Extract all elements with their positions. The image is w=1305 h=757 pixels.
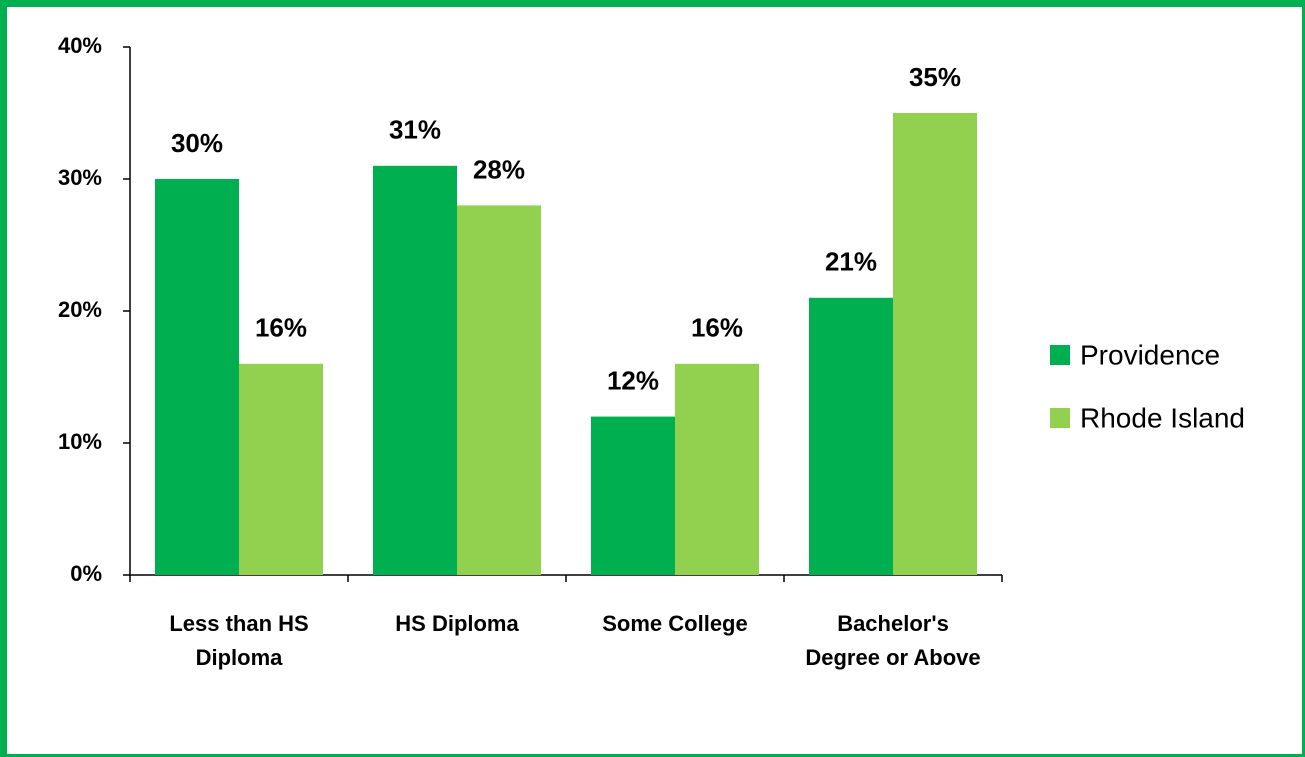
data-label: 31% [389, 115, 441, 145]
bar [373, 165, 457, 576]
x-tick-label: HS Diploma [395, 611, 519, 636]
bar [457, 205, 541, 575]
y-tick-label: 30% [58, 165, 102, 190]
bar [675, 363, 759, 575]
bar [809, 297, 893, 575]
y-tick-label: 40% [58, 33, 102, 58]
legend-label: Providence [1080, 339, 1220, 370]
x-tick-label: Bachelor's Degree or Above [805, 611, 981, 670]
data-label: 30% [171, 128, 223, 158]
legend-swatch [1050, 408, 1070, 428]
data-label: 35% [909, 62, 961, 92]
data-label: 16% [691, 313, 743, 343]
x-tick-label: Less than HS Diploma [169, 611, 309, 670]
bar [155, 179, 239, 575]
data-label: 21% [825, 247, 877, 277]
bar [591, 416, 675, 575]
y-tick-label: 20% [58, 297, 102, 322]
bar [239, 363, 323, 575]
data-label: 28% [473, 154, 525, 184]
legend-label: Rhode Island [1080, 402, 1245, 433]
y-tick-label: 10% [58, 429, 102, 454]
x-tick-label: Some College [602, 611, 748, 636]
legend-swatch [1050, 345, 1070, 365]
bar [893, 113, 977, 575]
data-label: 16% [255, 313, 307, 343]
y-tick-label: 0% [70, 561, 102, 586]
data-label: 12% [607, 365, 659, 395]
